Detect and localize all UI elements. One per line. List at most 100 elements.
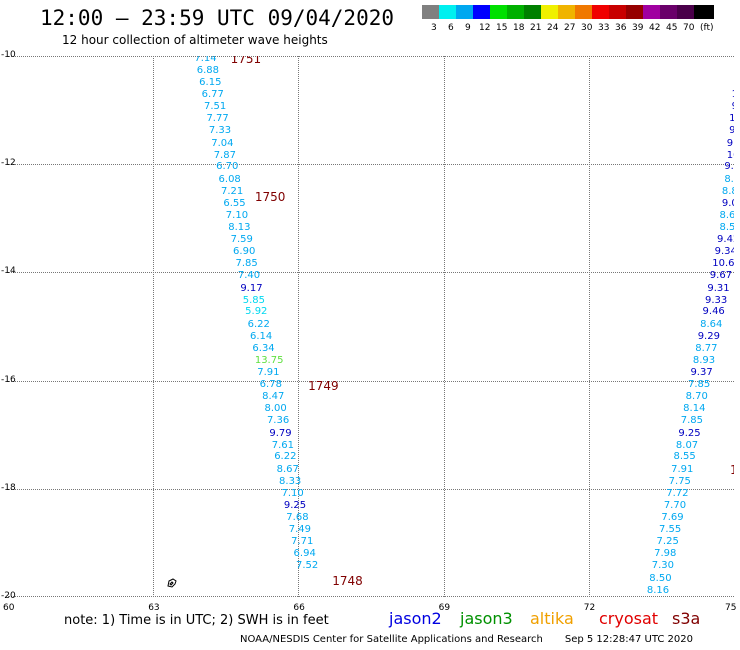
legend-swatch	[677, 5, 694, 19]
gridline-y--14	[8, 272, 734, 274]
x-tick-label: 66	[293, 603, 305, 613]
swh-value: 8.16	[646, 584, 670, 596]
chart-subtitle: 12 hour collection of altimeter wave hei…	[62, 33, 328, 47]
legend-label: (ft)	[700, 23, 714, 33]
gridline-y--12	[8, 164, 734, 166]
satellite-jason2: jason2	[389, 609, 442, 628]
swh-value: 13.75	[254, 355, 284, 367]
swh-value: 7.87	[213, 149, 236, 161]
swh-value: 9.29	[697, 330, 720, 342]
y-tick-label: -16	[1, 374, 16, 385]
swh-value: 7.91	[671, 463, 694, 475]
legend-label: 42	[649, 23, 661, 33]
note-text: note: 1) Time is in UTC; 2) SWH is in fe…	[64, 613, 329, 628]
x-tick-label: 75	[725, 603, 737, 613]
swh-value: 9.25	[678, 427, 701, 439]
swh-value: 7.14	[194, 56, 217, 64]
swh-value: 9.0	[721, 197, 734, 209]
swh-value: 7.55	[658, 523, 682, 535]
plot-area: 7.14 6.88 6.15 6.77 7.51 7.77 7.33 7.04 7.87 6.70…	[8, 56, 734, 597]
swh-value: 9.34	[714, 246, 734, 258]
pass-label: 1748	[332, 573, 363, 588]
swh-value: 10	[732, 89, 734, 100]
swh-value: 9.17	[240, 282, 263, 294]
legend-swatch	[626, 5, 643, 19]
swh-value: 9.	[726, 137, 734, 149]
swh-value: 6.77	[201, 88, 224, 100]
legend-label: 6	[448, 23, 454, 33]
gridline-x-69	[443, 56, 445, 597]
swh-value: 9.67	[709, 270, 733, 282]
swh-value: 8.14	[683, 403, 706, 415]
swh-value: 7.98	[654, 548, 677, 560]
legend-swatch	[575, 5, 592, 19]
legend-label: 70	[683, 23, 695, 33]
y-tick-label: -14	[1, 266, 16, 277]
legend-swatch	[507, 5, 524, 19]
swh-value: 9.42	[717, 233, 734, 245]
footer-timestamp: Sep 5 12:28:47 UTC 2020	[564, 634, 693, 645]
legend-label: 12	[479, 23, 491, 33]
swh-value: 7.30	[651, 560, 674, 572]
swh-value: 8.33	[279, 475, 302, 487]
swh-value: 6.78	[259, 378, 282, 390]
y-tick-label: -12	[1, 158, 16, 169]
swh-value: 7.70	[663, 500, 687, 512]
swh-value: 7.69	[661, 512, 684, 523]
swh-value: 6.08	[218, 173, 241, 185]
swh-value: 6.70	[216, 161, 239, 173]
legend-swatch	[524, 5, 541, 19]
satellite-s3a: s3a	[672, 609, 701, 628]
legend-swatch	[558, 5, 575, 19]
swh-value: 9.79	[269, 427, 292, 439]
pass-label: 1751	[230, 56, 262, 66]
swh-value: 9	[732, 102, 734, 112]
swh-value: 9.25	[283, 500, 307, 512]
swh-value: 7.36	[266, 415, 290, 427]
legend-label: 33	[598, 23, 610, 33]
x-tick-label: 60	[3, 603, 15, 613]
swh-value: 9.37	[690, 367, 713, 379]
swh-value: 6.94	[293, 548, 316, 560]
gridline-x-72	[588, 56, 590, 597]
swh-value: 7.77	[206, 113, 229, 125]
legend-swatch	[592, 5, 609, 19]
legend-label: 9	[465, 23, 471, 33]
pass-label: 1749	[308, 379, 339, 393]
gridline-y--16	[8, 380, 734, 382]
swh-value: 6.90	[233, 246, 256, 258]
swh-value: 7.40	[237, 270, 261, 282]
swh-value: 9.33	[704, 294, 728, 306]
swh-value: 7.10	[281, 487, 304, 499]
satellite-jason3: jason3	[460, 609, 513, 628]
swh-value: 9.	[729, 125, 734, 137]
legend-label: 27	[564, 23, 576, 33]
swh-value: 8.55	[673, 451, 696, 463]
swh-value: 7.85	[688, 378, 711, 390]
swh-value: 7.61	[271, 439, 295, 451]
y-tick-label: -10	[1, 50, 16, 60]
swh-value: 8.93	[692, 355, 716, 367]
legend-label: 36	[615, 23, 627, 33]
x-tick-label: 69	[438, 603, 451, 613]
swh-value: 7.85	[680, 415, 704, 427]
swh-value: 8.47	[262, 391, 285, 403]
swh-value: 8.70	[685, 391, 708, 403]
satellite-cryosat: cryosat	[599, 609, 659, 628]
swh-value: 6.88	[196, 64, 220, 76]
x-tick-label: 63	[148, 603, 160, 613]
y-tick-label: -18	[1, 482, 16, 493]
swh-value: 6.14	[250, 330, 273, 342]
swh-value: 5.92	[245, 306, 268, 318]
swh-value: 8.00	[264, 403, 287, 415]
x-tick-label: 72	[583, 603, 596, 613]
legend-label: 45	[666, 23, 678, 33]
swh-value: 10	[729, 113, 734, 125]
footer-credit: NOAA/NESDIS Center for Satellite Applica…	[240, 634, 543, 645]
gridline-y--20	[8, 596, 734, 597]
legend-label: 15	[496, 23, 508, 33]
swh-value: 7.21	[220, 185, 244, 197]
swh-value: 7.04	[211, 137, 234, 149]
legend-swatch	[643, 5, 660, 19]
